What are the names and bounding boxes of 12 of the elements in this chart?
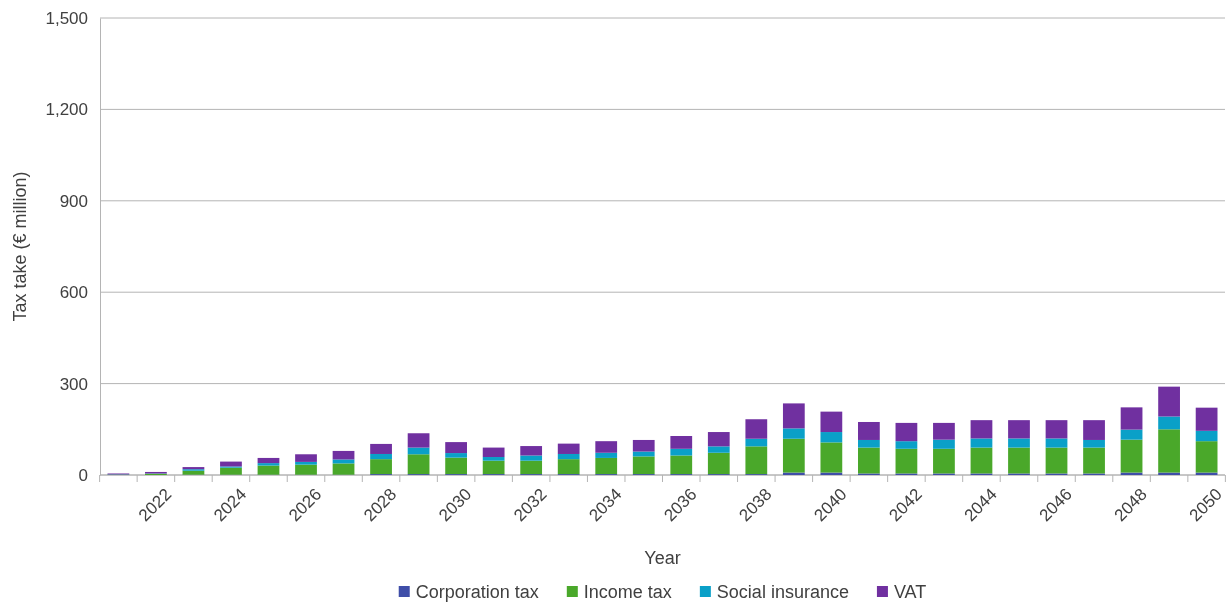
y-tick-label: 900	[59, 191, 88, 211]
legend-label: Social insurance	[716, 582, 849, 603]
y-tick-label: 0	[78, 465, 88, 485]
y-tick-label: 300	[59, 374, 88, 394]
y-tick-label: 1,200	[45, 100, 88, 120]
legend-label: Income tax	[583, 582, 672, 603]
y-tick-label: 1,500	[45, 8, 88, 28]
legend-label: Corporation tax	[415, 582, 539, 603]
legend-label: VAT	[893, 582, 927, 603]
x-axis-title: Year	[644, 548, 681, 568]
y-tick-label: 600	[59, 283, 88, 303]
y-axis-title: Tax take (€ million)	[10, 171, 30, 322]
